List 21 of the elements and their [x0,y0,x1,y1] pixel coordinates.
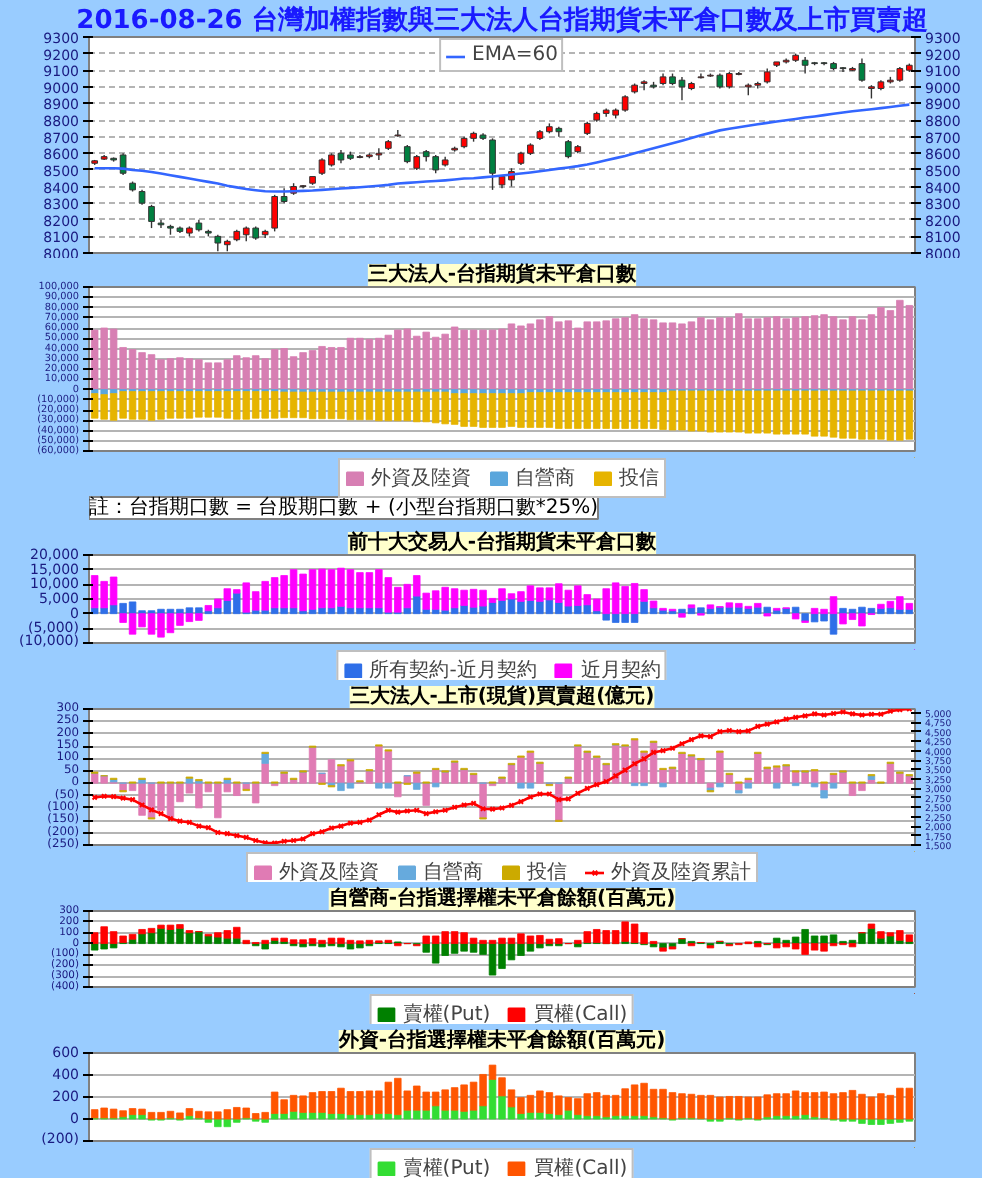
legend-label: 投信 [619,465,659,492]
legend-label: EMA=60 [472,44,558,66]
chart-title: 2016-08-26 台灣加權指數與三大法人台指期貨未平倉口數及上市買賣超 [76,4,928,36]
legend-label: 近月契約 [580,657,661,684]
legend-label: 投信 [527,859,567,886]
legend-label: 外資及陸資 [371,465,471,492]
chart-title: 三大法人-台指期貨未平倉口數 [367,262,639,286]
legend-label: 所有契約-近月契約 [369,657,537,684]
legend-label: 賣權(Put) [402,1155,491,1182]
chart-title: 外資-台指選擇權未平倉餘額(百萬元) [336,1028,666,1052]
chart-title: 自營商-台指選擇權未平倉餘額(百萬元) [328,886,676,910]
legend-label: 自營商 [515,465,575,492]
chart-title: 三大法人-上市(現貨)買賣超(億元) [349,684,655,708]
legend-label: 外資及陸資 [279,859,379,886]
text: 註：台指期口數 = 台股期口數 + (小型台指期口數*25%) [89,495,599,519]
chart-title: 前十大交易人-台指期貨未平倉口數 [345,530,659,554]
legend-label: 自營商 [423,859,483,886]
legend-label: 賣權(Put) [402,1001,491,1028]
legend-label: 買權(Call) [534,1155,628,1182]
legend-label: 外資及陸資累計 [611,859,751,886]
legend-label: 買權(Call) [534,1001,628,1028]
